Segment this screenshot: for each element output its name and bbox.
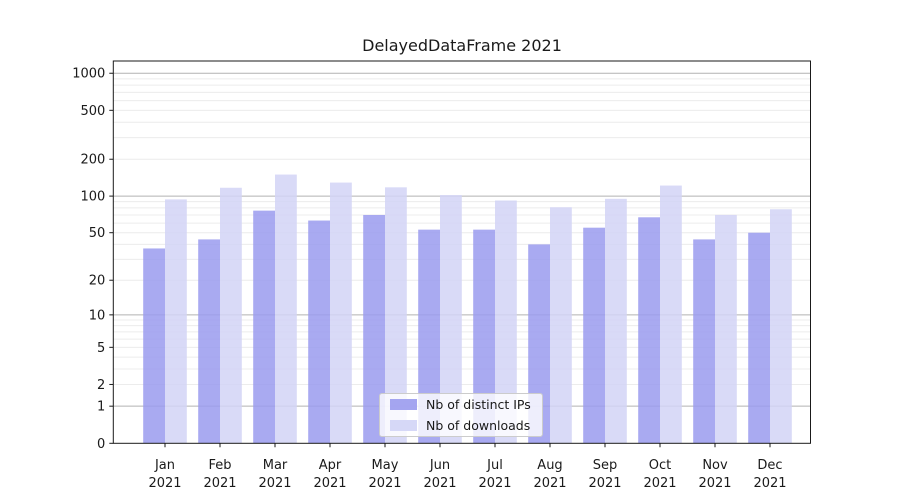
chart-title: DelayedDataFrame 2021	[362, 36, 562, 55]
legend-label-downloads: Nb of downloads	[426, 418, 531, 433]
x-tick-label-month: Jul	[486, 458, 503, 473]
bar-distinct-ips-sep	[583, 227, 605, 444]
bar-distinct-ips-jun	[418, 229, 440, 444]
bar-distinct-ips-jul	[473, 229, 495, 444]
y-tick-label: 50	[89, 226, 106, 241]
y-tick-label: 1	[97, 400, 105, 415]
bar-distinct-ips-jan	[143, 248, 165, 444]
x-tick-label-month: May	[372, 458, 399, 473]
y-tick-label: 10	[89, 308, 106, 323]
legend-row-downloads: Nb of downloads	[380, 417, 542, 434]
x-tick-label-month: Jun	[429, 458, 450, 473]
x-tick-label-year: 2021	[533, 476, 566, 491]
bar-distinct-ips-nov	[693, 239, 715, 444]
plot-frame	[112, 60, 812, 444]
bar-downloads-apr	[330, 182, 352, 444]
bar-downloads-dec	[770, 209, 792, 444]
x-tick-label-month: Jan	[154, 458, 175, 473]
bar-downloads-jan	[165, 199, 187, 444]
x-tick-label-month: Mar	[263, 458, 288, 473]
x-tick-label-year: 2021	[698, 476, 731, 491]
x-tick-label-year: 2021	[203, 476, 236, 491]
x-tick-label-year: 2021	[258, 476, 291, 491]
x-tick-label-month: Apr	[319, 458, 342, 473]
bar-downloads-sep	[605, 198, 627, 444]
legend: Nb of distinct IPs Nb of downloads	[379, 393, 543, 437]
bar-distinct-ips-oct	[638, 217, 660, 444]
y-tick-label: 0	[97, 437, 105, 452]
bar-distinct-ips-may	[363, 214, 385, 444]
x-tick-label-month: Nov	[702, 458, 728, 473]
x-tick-label-month: Feb	[208, 458, 231, 473]
legend-row-distinct-ips: Nb of distinct IPs	[380, 396, 542, 413]
x-tick-label-month: Aug	[537, 458, 562, 473]
bar-distinct-ips-feb	[198, 239, 220, 444]
x-tick-label-year: 2021	[148, 476, 181, 491]
x-tick-label-year: 2021	[643, 476, 676, 491]
x-tick-label-year: 2021	[753, 476, 786, 491]
y-tick-label: 5	[97, 341, 105, 356]
bar-distinct-ips-mar	[253, 210, 275, 444]
y-tick-label: 500	[80, 104, 105, 119]
legend-label-distinct-ips: Nb of distinct IPs	[426, 397, 531, 412]
bar-downloads-oct	[660, 185, 682, 444]
bar-downloads-feb	[220, 187, 242, 444]
bar-downloads-may	[385, 187, 407, 444]
y-tick-label: 200	[80, 153, 105, 168]
x-tick-label-month: Sep	[593, 458, 618, 473]
bar-downloads-jun	[440, 195, 462, 444]
bar-distinct-ips-dec	[748, 232, 770, 444]
x-tick-label-month: Oct	[649, 458, 671, 473]
legend-swatch-distinct-ips	[390, 399, 417, 410]
x-tick-label-year: 2021	[588, 476, 621, 491]
x-tick-label-year: 2021	[313, 476, 346, 491]
y-tick-label: 2	[97, 378, 105, 393]
x-tick-label-year: 2021	[368, 476, 401, 491]
x-tick-label-year: 2021	[423, 476, 456, 491]
y-tick-label: 20	[89, 274, 106, 289]
bar-downloads-aug	[550, 207, 572, 444]
bar-downloads-nov	[715, 214, 737, 444]
bar-distinct-ips-apr	[308, 220, 330, 444]
y-tick-label: 100	[80, 190, 105, 205]
x-tick-label-year: 2021	[478, 476, 511, 491]
x-tick-label-month: Dec	[757, 458, 782, 473]
y-tick-label: 1000	[72, 67, 105, 82]
bar-downloads-mar	[275, 174, 297, 444]
legend-swatch-downloads	[390, 420, 417, 431]
bar-downloads-jul	[495, 200, 517, 444]
